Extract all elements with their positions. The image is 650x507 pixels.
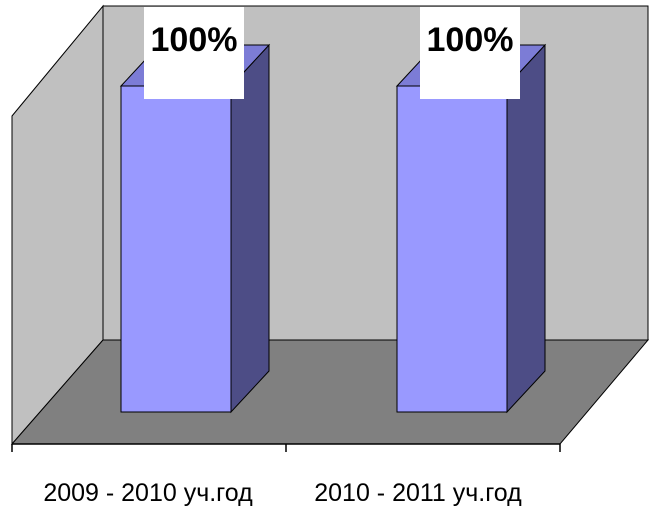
chart-floor: [10, 339, 650, 445]
bar-front-2: [396, 85, 508, 413]
category-label-2: 2010 - 2011 уч.год: [314, 479, 522, 507]
data-label-2: 100%: [427, 21, 514, 59]
labels-group: 100% 2009 - 2010 уч.год 100% 2010 - 2011 уч…: [43, 7, 522, 507]
bar-side-1: [230, 43, 270, 414]
bar-front-1: [120, 85, 232, 413]
data-label-box-1: [144, 7, 244, 99]
category-label-1: 2009 - 2010 уч.год: [43, 479, 253, 507]
data-label-box-2: [420, 7, 520, 99]
data-label-1: 100%: [151, 21, 238, 59]
bar-side-2: [506, 43, 546, 414]
